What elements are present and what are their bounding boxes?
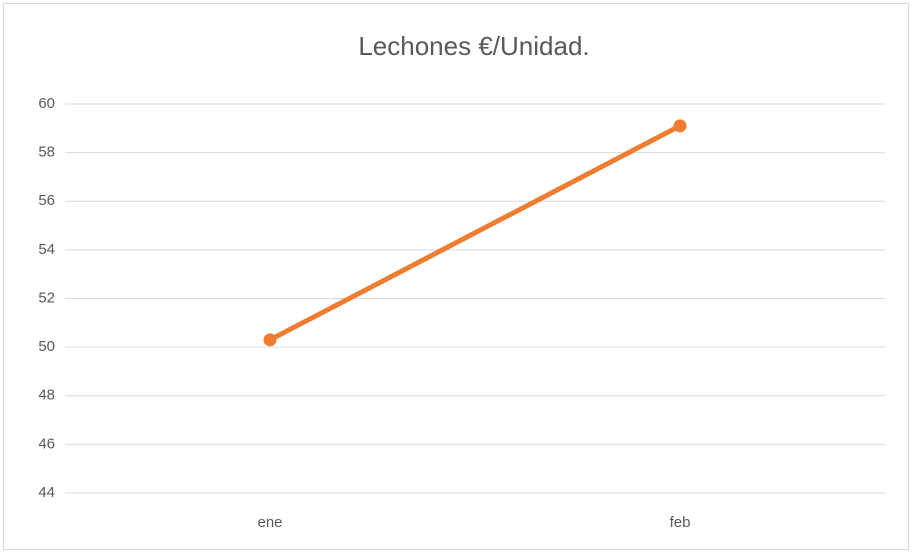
chart-title: Lechones €/Unidad. [358,31,589,61]
y-tick-label: 56 [38,192,55,209]
y-tick-label: 50 [38,338,55,355]
x-tick-label: feb [670,514,691,531]
y-tick-label: 46 [38,435,55,452]
y-tick-label: 44 [38,484,55,501]
y-tick-label: 48 [38,387,55,404]
y-tick-label: 60 [38,95,55,112]
point [263,333,277,347]
x-tick-label: ene [257,514,282,531]
y-tick-label: 52 [38,289,55,306]
y-tick-label: 58 [38,144,55,161]
point [673,119,687,133]
line [267,123,683,343]
y-tick-label: 54 [38,241,55,258]
chart-border [3,3,909,550]
